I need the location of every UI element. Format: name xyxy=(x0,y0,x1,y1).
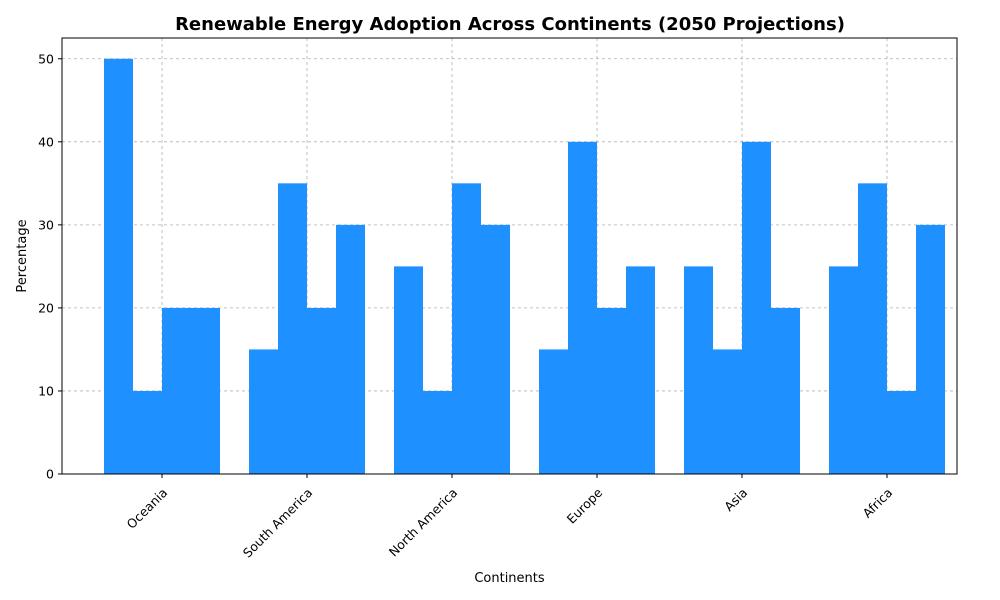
bar xyxy=(742,141,771,475)
y-tick-label: 30 xyxy=(38,217,54,232)
bars xyxy=(104,58,945,475)
bar xyxy=(829,266,858,474)
bar xyxy=(887,390,916,474)
bar xyxy=(452,183,481,475)
y-tick-label: 40 xyxy=(38,134,54,149)
bar xyxy=(307,307,336,474)
bar xyxy=(249,349,278,474)
bar xyxy=(423,390,452,474)
bar xyxy=(191,307,220,474)
bar xyxy=(278,183,307,475)
bar xyxy=(597,307,626,474)
x-axis-label: Continents xyxy=(474,571,545,586)
bar xyxy=(104,58,133,475)
bar xyxy=(336,224,365,474)
plot-frame xyxy=(61,37,958,475)
bar xyxy=(162,307,191,474)
bar xyxy=(568,141,597,475)
chart-title: Renewable Energy Adoption Across Contine… xyxy=(175,14,845,35)
bar xyxy=(771,307,800,474)
bar xyxy=(539,349,568,474)
y-tick-label: 50 xyxy=(38,51,54,66)
bar xyxy=(481,224,510,474)
y-axis-label: Percentage xyxy=(15,219,30,292)
bar xyxy=(394,266,423,474)
y-axis-ticks: 0 10 20 30 40 50 xyxy=(38,51,62,482)
y-tick-label: 20 xyxy=(38,300,54,315)
bar xyxy=(133,390,162,474)
y-tick-label: 10 xyxy=(38,383,54,398)
y-tick-label: 0 xyxy=(46,467,54,482)
bar xyxy=(684,266,713,474)
bar xyxy=(858,183,887,475)
bar xyxy=(916,224,945,474)
bar xyxy=(626,266,655,474)
bar xyxy=(713,349,742,474)
